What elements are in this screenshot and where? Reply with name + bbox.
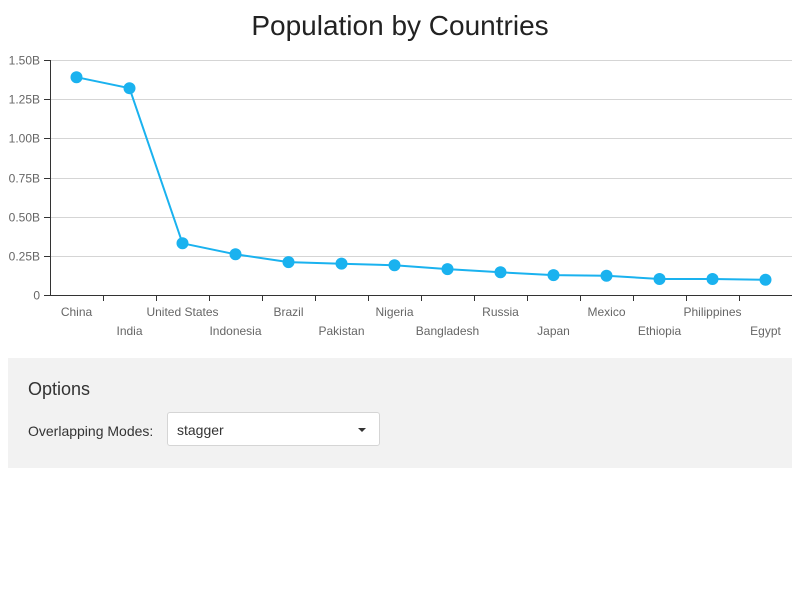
x-tick-label: Russia xyxy=(482,305,519,319)
x-tick-label: Indonesia xyxy=(209,324,261,338)
y-tick-label: 1.00B xyxy=(9,132,40,146)
series-layer xyxy=(70,71,772,286)
chart-title: Population by Countries xyxy=(251,10,549,41)
x-tick-label: Ethiopia xyxy=(638,324,682,338)
y-tick-label: 0.25B xyxy=(9,250,40,264)
x-tick-label: Japan xyxy=(537,324,570,338)
y-tick-label: 0.75B xyxy=(9,172,40,186)
data-point xyxy=(70,71,83,84)
y-tick-label: 1.50B xyxy=(9,54,40,68)
data-point xyxy=(706,273,719,286)
x-tick-label: United States xyxy=(146,305,218,319)
y-tick-label: 0 xyxy=(33,289,40,303)
data-point xyxy=(494,266,507,279)
x-tick-label: Egypt xyxy=(750,324,781,338)
options-panel: Options Overlapping Modes: stagger xyxy=(8,358,792,468)
grid-lines xyxy=(50,60,792,257)
data-point xyxy=(388,259,401,272)
overlapping-modes-label: Overlapping Modes: xyxy=(28,423,154,439)
data-point xyxy=(229,248,242,261)
data-point xyxy=(547,269,560,282)
data-point xyxy=(441,263,454,276)
options-title: Options xyxy=(28,379,91,399)
line-chart: 0 0.25B 0.50B 0.75B 1.00B 1.25B 1.50B China Indi… xyxy=(9,54,792,338)
x-tick-label: Bangladesh xyxy=(416,324,479,338)
data-point xyxy=(759,273,772,286)
x-tick-label: Pakistan xyxy=(318,324,364,338)
data-point xyxy=(176,237,189,250)
x-tick-label: India xyxy=(116,324,142,338)
x-tick-label: China xyxy=(61,305,93,319)
y-tick-label: 0.50B xyxy=(9,211,40,225)
x-tick-label: Philippines xyxy=(683,305,741,319)
data-point xyxy=(600,269,613,282)
data-point xyxy=(282,256,295,269)
data-point xyxy=(123,82,136,95)
axes: 0 0.25B 0.50B 0.75B 1.00B 1.25B 1.50B China Indi… xyxy=(9,54,792,338)
overlapping-modes-select[interactable]: stagger xyxy=(167,412,380,446)
overlapping-modes-value: stagger xyxy=(177,422,224,438)
data-point xyxy=(335,257,348,270)
series-line xyxy=(76,76,766,281)
data-point xyxy=(653,273,666,286)
y-tick-label: 1.25B xyxy=(9,93,40,107)
chevron-down-icon xyxy=(358,428,366,432)
x-tick-label: Mexico xyxy=(587,305,625,319)
x-tick-label: Nigeria xyxy=(375,305,413,319)
x-tick-label: Brazil xyxy=(273,305,303,319)
